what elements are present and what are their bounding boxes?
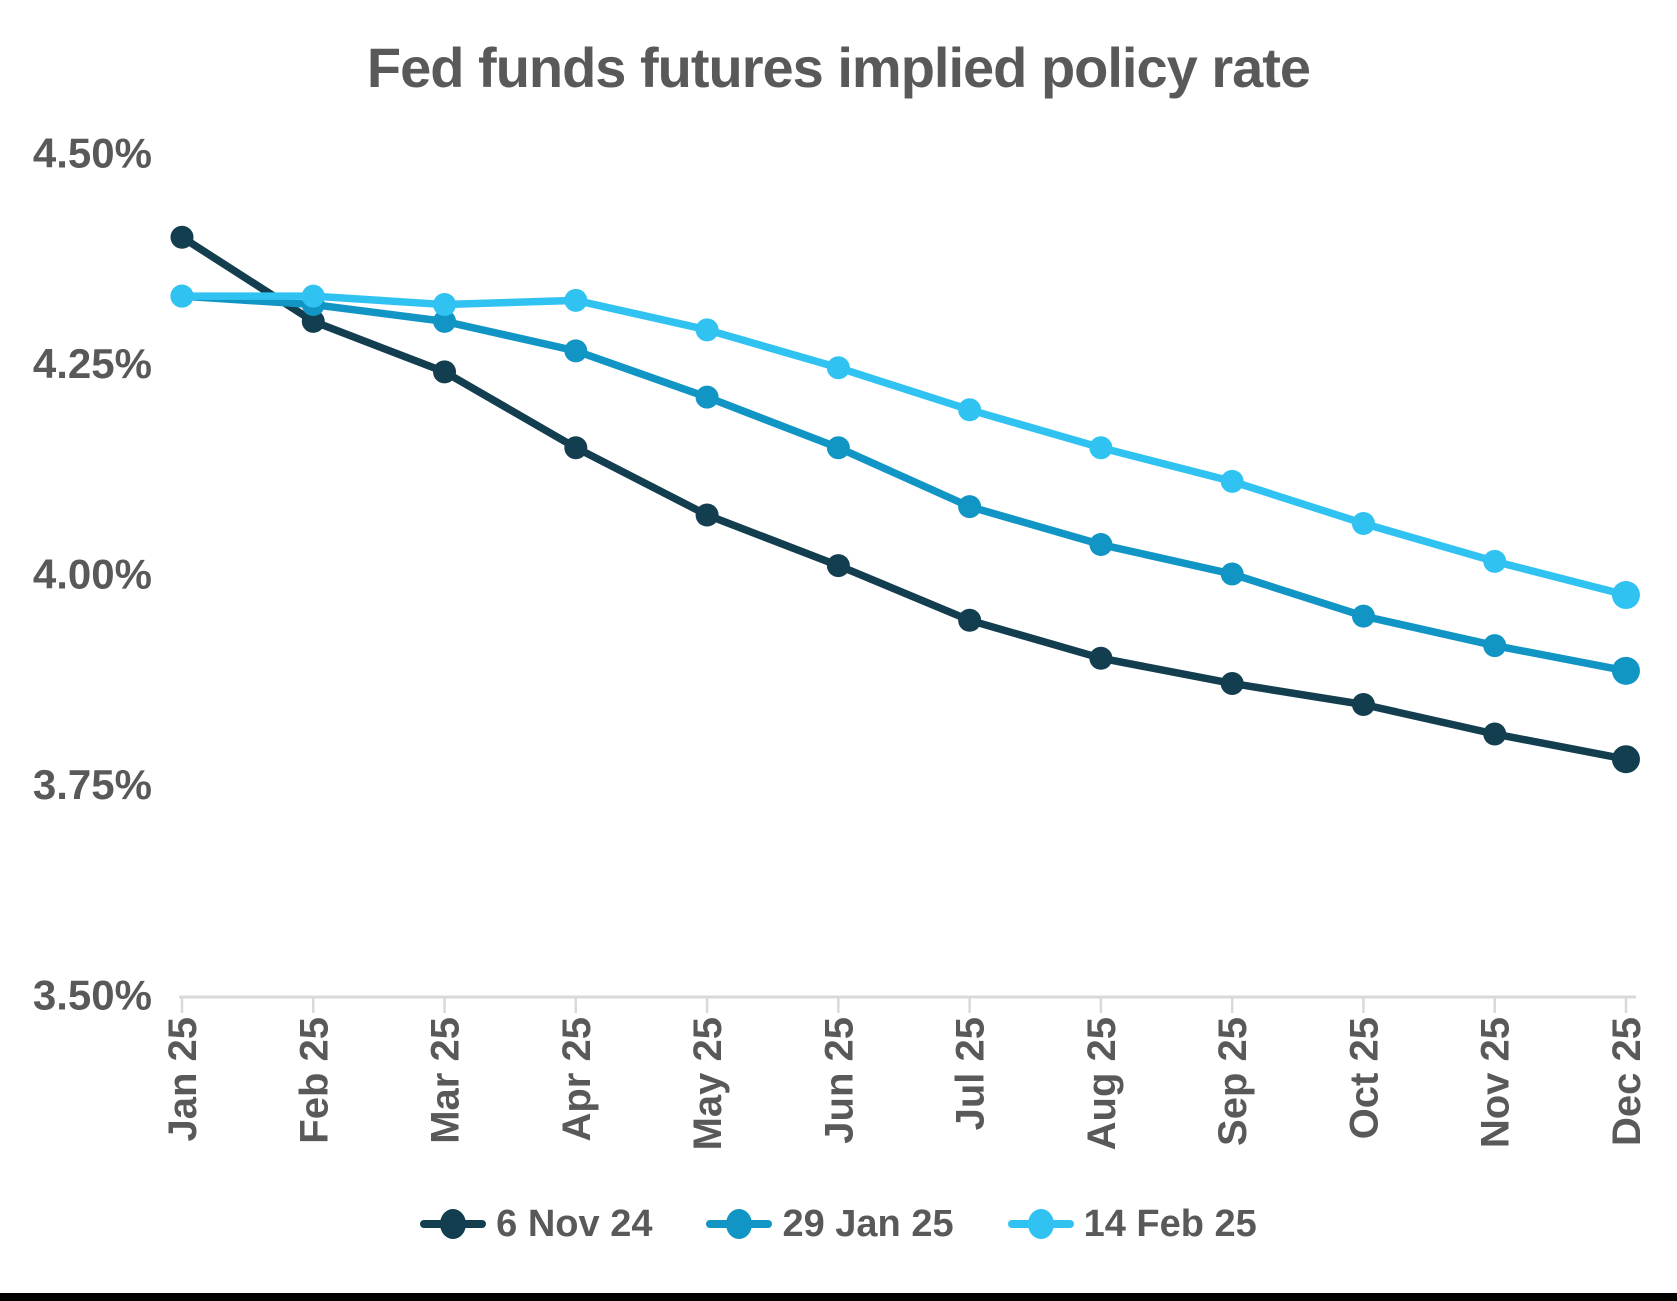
data-point-14-feb-25 — [170, 284, 194, 308]
legend-line-swatch — [1007, 1209, 1074, 1239]
data-point-29-jan-25 — [1351, 604, 1375, 628]
x-axis-label: Dec 25 — [1605, 1017, 1649, 1146]
series-line-14-feb-25 — [178, 292, 1630, 599]
data-point-14-feb-25 — [1089, 436, 1113, 460]
legend-marker-dot — [726, 1209, 753, 1239]
data-point-14-feb-25 — [826, 356, 850, 380]
data-point-14-feb-25 — [433, 293, 457, 317]
data-point-6-nov-24 — [695, 503, 719, 527]
data-point-6-nov-24 — [826, 554, 850, 578]
legend-line-swatch — [706, 1209, 773, 1239]
data-point-29-jan-25 — [1220, 562, 1244, 586]
data-point-29-jan-25 — [564, 339, 588, 363]
legend-marker-dot — [1027, 1209, 1054, 1239]
y-axis-label: 3.75% — [33, 761, 152, 808]
data-point-29-jan-25 — [1089, 533, 1113, 557]
data-point-6-nov-24 — [1351, 693, 1375, 717]
x-axis-label: Jul 25 — [949, 1017, 993, 1130]
data-point-29-jan-25 — [695, 385, 719, 409]
y-axis-label: 4.25% — [33, 340, 152, 387]
legend-item-6-nov-24: 6 Nov 24 — [420, 1203, 652, 1246]
data-point-6-nov-24 — [1483, 722, 1507, 746]
data-point-6-nov-24 — [1220, 671, 1244, 695]
chart-title: Fed funds futures implied policy rate — [366, 36, 1311, 99]
data-point-6-nov-24 — [433, 360, 457, 384]
data-point-6-nov-24 — [301, 309, 325, 333]
data-point-29-jan-25 — [958, 495, 982, 519]
data-point-29-jan-25 — [1611, 656, 1640, 685]
data-point-14-feb-25 — [1483, 549, 1507, 573]
x-axis-label: Jan 25 — [161, 1017, 205, 1142]
y-axis-label: 4.00% — [33, 551, 152, 598]
x-axis-label: Aug 25 — [1080, 1017, 1124, 1150]
bottom-border — [0, 1293, 1677, 1301]
y-axis-label: 3.50% — [33, 972, 152, 1019]
series-line-6-nov-24 — [178, 233, 1630, 763]
data-point-14-feb-25 — [1351, 511, 1375, 535]
data-point-29-jan-25 — [1483, 634, 1507, 658]
data-point-6-nov-24 — [564, 436, 588, 460]
x-axis-label: May 25 — [686, 1017, 730, 1150]
legend-label: 29 Jan 25 — [782, 1202, 954, 1245]
chart-legend: 6 Nov 24 29 Jan 25 14 Feb 25 — [0, 1194, 1677, 1254]
data-point-29-jan-25 — [826, 436, 850, 460]
legend-item-14-feb-25: 14 Feb 25 — [1007, 1202, 1257, 1246]
data-point-14-feb-25 — [301, 284, 325, 308]
data-point-14-feb-25 — [1220, 469, 1244, 493]
data-point-6-nov-24 — [1611, 745, 1640, 774]
legend-line-swatch — [420, 1209, 487, 1239]
data-point-14-feb-25 — [695, 318, 719, 342]
data-point-6-nov-24 — [958, 608, 982, 632]
x-axis-label: Apr 25 — [555, 1017, 599, 1142]
x-axis-label: Mar 25 — [424, 1017, 468, 1144]
data-point-14-feb-25 — [564, 288, 588, 312]
series-line-29-jan-25 — [178, 292, 1630, 675]
x-axis-label: Oct 25 — [1342, 1017, 1386, 1139]
legend-label: 6 Nov 24 — [496, 1202, 653, 1245]
data-point-29-jan-25 — [433, 309, 457, 333]
data-point-6-nov-24 — [1089, 646, 1113, 670]
legend-item-29-jan-25: 29 Jan 25 — [706, 1202, 954, 1246]
data-point-6-nov-24 — [170, 225, 194, 249]
legend-label: 14 Feb 25 — [1083, 1202, 1257, 1245]
x-axis-label: Sep 25 — [1211, 1017, 1255, 1146]
y-axis-label: 4.50% — [33, 130, 152, 177]
x-axis-label: Nov 25 — [1474, 1017, 1518, 1148]
x-axis-label: Jun 25 — [817, 1017, 861, 1144]
x-axis-label: Feb 25 — [292, 1017, 336, 1144]
legend-marker-dot — [440, 1209, 467, 1239]
data-point-14-feb-25 — [1611, 581, 1640, 610]
data-point-14-feb-25 — [958, 398, 982, 422]
